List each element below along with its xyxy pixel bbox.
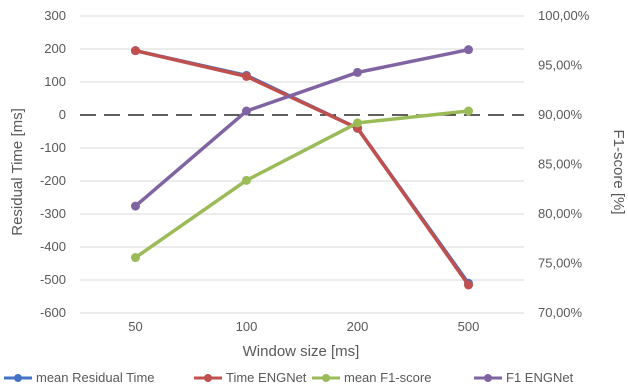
y-right-tick-label: 70,00% (538, 305, 583, 320)
y-right-tick-label: 100,00% (538, 8, 590, 23)
series-line-time-engnet (133, 48, 471, 287)
y-right-tick-label: 95,00% (538, 58, 583, 73)
y-right-tick-label: 85,00% (538, 157, 583, 172)
tick-labels: 300 200 100 0 -100 -200 -300 -400 -500 -600 100,00… (40, 8, 590, 334)
legend-item-f1-engnet: F1 ENGNet (474, 370, 574, 385)
x-tick-label: 200 (347, 319, 369, 334)
data-point-mean-f1-score (464, 106, 473, 116)
y-left-tick-label: 100 (44, 74, 66, 89)
data-point-mean-f1-score (131, 253, 140, 263)
x-tick-label: 100 (236, 319, 258, 334)
legend-item-time-engnet: Time ENGNet (194, 370, 307, 385)
series-line-mean-f1-score (133, 109, 471, 260)
y-left-tick-label: 200 (44, 41, 66, 56)
series-line-f1-engnet (133, 47, 471, 208)
data-point-time-engnet (464, 280, 473, 290)
y-axis-left-title: Residual Time [ms] (9, 108, 26, 236)
data-point-time-engnet (242, 71, 251, 81)
y-axis-right-title: F1-score [%] (610, 129, 627, 214)
y-left-tick-label: -200 (40, 173, 66, 188)
legend-label: mean F1-score (344, 370, 431, 385)
legend-item-mean-residual-time: mean Residual Time (4, 370, 155, 385)
legend-label: F1 ENGNet (506, 370, 574, 385)
data-point-mean-f1-score (353, 118, 362, 128)
data-point-mean-f1-score (242, 175, 251, 185)
y-right-tick-label: 90,00% (538, 107, 583, 122)
series-line-mean-residual-time (133, 48, 471, 286)
x-tick-label: 50 (128, 319, 142, 334)
data-point-f1-engnet (353, 67, 362, 77)
data-point-time-engnet (131, 46, 140, 56)
legend-item-mean-f1-score: mean F1-score (312, 370, 431, 385)
y-left-tick-label: -300 (40, 206, 66, 221)
data-point-f1-engnet (131, 201, 140, 211)
x-axis-title: Window size [ms] (243, 343, 360, 360)
series-layer (131, 45, 473, 290)
y-left-tick-label: -100 (40, 140, 66, 155)
y-left-tick-label: 300 (44, 8, 66, 23)
legend-label: Time ENGNet (226, 370, 307, 385)
y-left-tick-label: -500 (40, 272, 66, 287)
legend: mean Residual Time Time ENGNet mean F1-s… (4, 370, 574, 385)
x-tick-label: 500 (458, 319, 480, 334)
y-left-tick-label: 0 (59, 107, 66, 122)
y-right-tick-label: 75,00% (538, 256, 583, 271)
y-left-tick-label: -400 (40, 239, 66, 254)
gridlines (80, 15, 524, 314)
y-left-tick-label: -600 (40, 305, 66, 320)
data-point-f1-engnet (242, 106, 251, 116)
data-point-f1-engnet (464, 45, 473, 55)
y-right-tick-label: 80,00% (538, 206, 583, 221)
legend-label: mean Residual Time (36, 370, 155, 385)
